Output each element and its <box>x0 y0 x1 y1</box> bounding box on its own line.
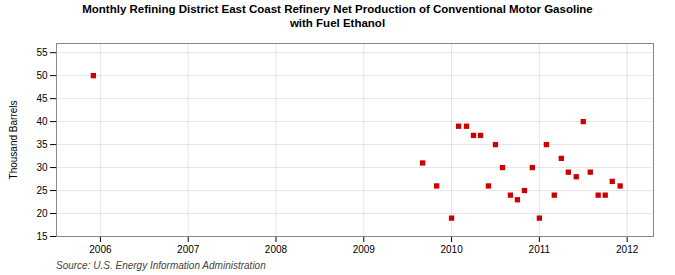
svg-text:55: 55 <box>36 47 48 58</box>
svg-text:2008: 2008 <box>265 243 288 254</box>
svg-text:15: 15 <box>36 230 48 241</box>
svg-text:2006: 2006 <box>89 243 112 254</box>
html-text:Monthly Refining District East: Monthly Refining District East Coast Ref… <box>82 3 593 30</box>
svg-text:25: 25 <box>36 184 48 195</box>
svg-text:2010: 2010 <box>440 243 463 254</box>
svg-text:Thousand Barrels: Thousand Barrels <box>8 100 19 179</box>
svg-text:2011: 2011 <box>529 243 551 254</box>
svg-text:2009: 2009 <box>353 243 376 254</box>
svg-text:20: 20 <box>36 207 48 218</box>
svg-text:2012: 2012 <box>616 243 639 254</box>
svg-text:45: 45 <box>36 93 48 104</box>
html-text:Source: U.S. Energy Informatio: Source: U.S. Energy Information Administ… <box>56 259 266 271</box>
svg-text:40: 40 <box>36 116 48 127</box>
svg-text:2007: 2007 <box>177 243 200 254</box>
svg-text:30: 30 <box>36 162 48 173</box>
svg-text:35: 35 <box>36 139 48 150</box>
svg-text:50: 50 <box>36 70 48 81</box>
